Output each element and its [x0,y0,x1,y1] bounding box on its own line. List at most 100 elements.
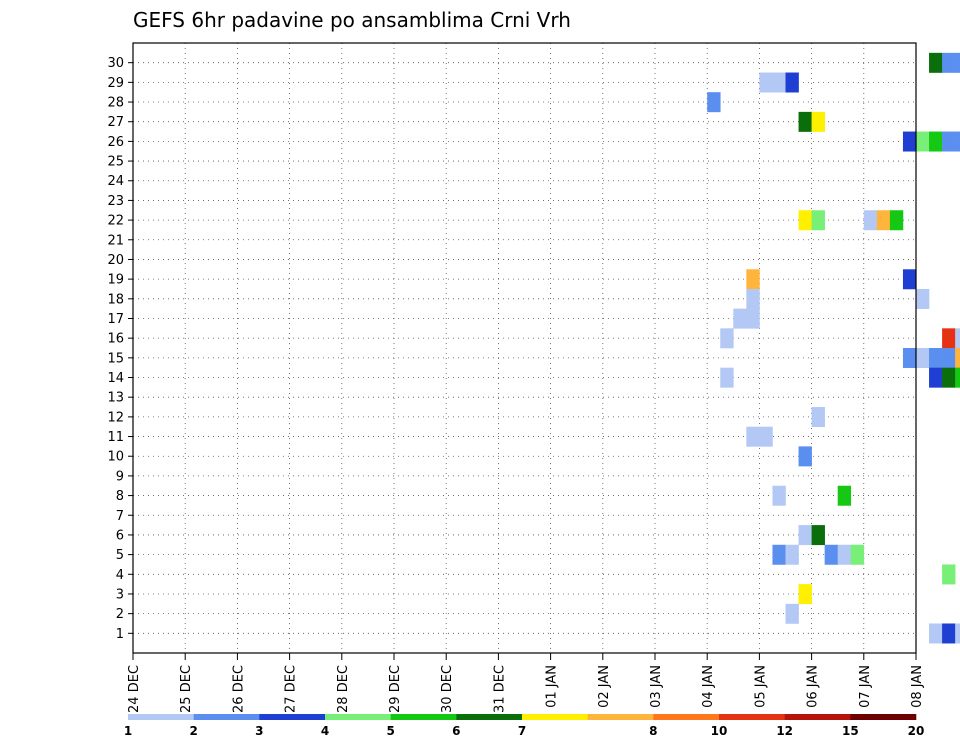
heatmap-cell [929,348,943,368]
x-tick-label: 08 JAN [910,665,925,708]
x-tick-label: 02 JAN [597,665,612,708]
heatmap-cell [798,584,812,605]
y-tick-label: 11 [107,430,124,445]
heatmap-cell [942,348,956,368]
x-tick-label: 27 DEC [284,665,299,713]
heatmap-cell [746,269,760,290]
legend-swatch [850,714,917,720]
legend-level-label: 2 [189,724,197,738]
x-axis: 24 DEC 25 DEC 26 DEC 27 DEC 28 DEC 29 DEC 30 D… [127,653,925,713]
y-tick-label: 30 [107,56,124,71]
heatmap-cell [733,308,747,329]
heatmap-cells [707,52,960,644]
heatmap-cell [824,544,838,565]
heatmap-cell [720,328,734,349]
legend-swatch [522,714,588,720]
y-tick-label: 25 [107,155,124,170]
y-tick-label: 18 [107,292,124,307]
heatmap-cell [942,131,956,152]
x-tick-label: 01 JAN [545,665,560,708]
heatmap-cell [707,92,721,113]
legend-swatch [784,714,851,720]
y-tick-label: 15 [107,351,124,366]
legend-swatch [390,714,457,720]
y-tick-label: 29 [107,76,124,91]
heatmap-cell [811,407,825,428]
legend-level-label: 5 [386,724,394,738]
y-tick-label: 9 [116,469,124,484]
legend-swatch [719,714,785,720]
legend-swatch [259,714,326,720]
legend-level-label: 6 [452,724,460,738]
heatmap-cell [955,52,960,73]
heatmap-cell [942,623,956,644]
y-tick-label: 24 [107,174,124,189]
heatmap-cell [863,210,878,231]
heatmap-cell [759,72,773,93]
heatmap-cell [746,308,760,329]
heatmap-cell [837,485,852,506]
y-tick-label: 21 [107,233,124,248]
heatmap-cell [902,348,917,368]
y-tick-label: 17 [107,312,124,327]
x-tick-label: 05 JAN [753,665,768,708]
y-tick-label: 23 [107,194,124,209]
heatmap-cell [942,367,956,388]
heatmap-cell [955,328,960,349]
y-tick-label: 27 [107,115,124,130]
heatmap-cell [942,564,956,585]
y-tick-label: 8 [116,489,124,504]
x-tick-label: 06 JAN [806,665,821,708]
heatmap-cell [772,485,786,506]
heatmap-cell [746,426,760,447]
legend-level-label: 10 [711,724,728,738]
y-tick-label: 13 [107,391,124,406]
heatmap-cell [929,52,943,73]
heatmap-cell [916,348,930,368]
x-tick-label: 03 JAN [649,665,664,708]
y-tick-label: 26 [107,135,124,150]
legend-level-label: 1 [124,724,132,738]
heatmap-cell [850,544,865,565]
y-tick-label: 4 [116,568,124,583]
legend-level-label: 3 [255,724,263,738]
heatmap-cell [798,210,812,231]
y-tick-label: 3 [116,587,124,602]
y-axis: 1234567891011121314151617181920212223242… [107,56,133,642]
heatmap-cell [720,367,734,388]
x-tick-label: 29 DEC [388,665,403,713]
y-tick-label: 19 [107,273,124,288]
y-tick-label: 20 [107,253,124,268]
heatmap-cell [785,72,799,93]
legend-level-label: 20 [908,724,925,738]
heatmap-cell [929,367,943,388]
x-tick-label: 31 DEC [492,665,507,713]
heatmap-cell [811,111,825,132]
y-tick-label: 1 [116,627,124,642]
y-tick-label: 6 [116,528,124,543]
y-tick-label: 7 [116,509,124,524]
heatmap-cell [942,328,956,349]
heatmap-cell [837,544,852,565]
heatmap-cell [955,367,960,388]
heatmap-cell [955,131,960,152]
heatmap-cell [942,52,956,73]
heatmap-cell [759,426,773,447]
y-tick-label: 28 [107,96,124,111]
y-tick-label: 12 [107,410,124,425]
y-tick-label: 22 [107,214,124,229]
heatmap-cell [889,210,904,231]
x-tick-label: 24 DEC [127,665,142,713]
x-tick-label: 30 DEC [440,665,455,713]
heatmap-cell [785,544,799,565]
plot-frame [132,42,917,654]
legend-swatch [587,714,654,720]
legend-swatch [456,714,523,720]
legend-swatch [193,714,260,720]
heatmap-cell [746,288,760,309]
heatmap-cell [916,131,930,152]
x-tick-label: 07 JAN [858,665,873,708]
color-legend: 1 2 3 4 5 6 7 8 10 12 15 20 [124,714,925,738]
heatmap-cell [902,131,917,152]
